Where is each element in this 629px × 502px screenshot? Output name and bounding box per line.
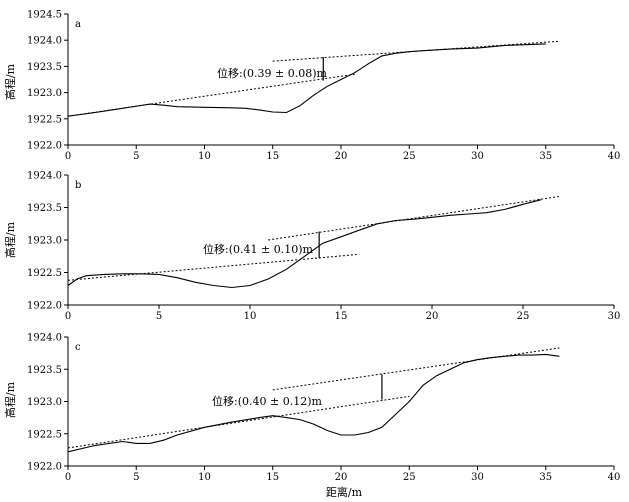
- panel-a-y-tick-label: 1922.5: [27, 114, 62, 125]
- panel-b-y-tick-label: 1922.5: [27, 268, 62, 279]
- panel-c-y-tick-label: 1923.0: [27, 397, 62, 408]
- panel-b-y-tick-label: 1923.0: [27, 236, 62, 247]
- panel-c-trend-line-2: [272, 347, 560, 391]
- panel-a-x-tick-label: 40: [608, 151, 621, 162]
- panel-a: a 高程/m 位移:(0.39 ± 0.08)m 0 5 10 15 20 25 30 35 4…: [3, 10, 620, 163]
- panel-c-y-tick-label: 1924.0: [27, 333, 62, 344]
- panel-a-y-tick-label: 1924.5: [27, 10, 62, 21]
- panel-b-x-tick-label: 5: [156, 311, 162, 322]
- panel-b-ylabel: 高程/m: [3, 221, 17, 258]
- panel-a-x-tick-label: 10: [198, 151, 211, 162]
- panel-c-x-tick-label: 30: [471, 472, 484, 483]
- panel-c-y-tick-label: 1923.5: [27, 365, 62, 376]
- panel-b-label: b: [75, 180, 81, 191]
- panel-a-y-tick-label: 1922.0: [27, 141, 62, 152]
- panel-b-profile-line: [67, 199, 542, 289]
- panel-b-x-tick-label: 15: [335, 311, 348, 322]
- panel-c-x-tick-label: 25: [403, 472, 416, 483]
- panel-c-trend-line-1: [67, 395, 410, 449]
- panel-c-label: c: [75, 342, 81, 353]
- panel-a-y-tick-label: 1924.0: [27, 36, 62, 47]
- panel-c-ylabel: 高程/m: [3, 381, 17, 418]
- panel-a-y-tick-label: 1923.5: [27, 62, 62, 73]
- panel-b-x-tick-label: 0: [65, 311, 71, 322]
- panel-c-y-tick-label: 1922.0: [27, 462, 62, 473]
- panel-c-profile-line: [67, 353, 560, 453]
- panel-a-profile-line: [67, 43, 546, 117]
- panel-a-x-tick-label: 25: [403, 151, 416, 162]
- panel-a-y-tick-label: 1923.0: [27, 88, 62, 99]
- panel-c-x-tick-label: 20: [335, 472, 348, 483]
- panel-c-x-tick-label: 0: [65, 472, 71, 483]
- panel-b-trend-line-1: [67, 253, 360, 281]
- panel-c-x-tick-label: 10: [198, 472, 211, 483]
- panel-b-y-tick-label: 1924.0: [27, 171, 62, 182]
- panel-c-xlabel: 距离/m: [326, 485, 363, 499]
- panel-c-y-tick-label: 1922.5: [27, 429, 62, 440]
- panel-a-x-tick-label: 15: [266, 151, 279, 162]
- panel-a-ylabel: 高程/m: [3, 63, 17, 100]
- panel-b-annotation: 位移:(0.41 ± 0.10)m: [203, 242, 313, 256]
- panel-b-y-tick-label: 1922.0: [27, 301, 62, 312]
- panel-c-x-tick-label: 15: [266, 472, 279, 483]
- panel-a-x-tick-label: 30: [471, 151, 484, 162]
- panel-a-label: a: [75, 19, 81, 30]
- panel-c-x-tick-label: 40: [608, 472, 621, 483]
- panel-b-trend-line-2: [268, 195, 560, 241]
- panel-a-x-tick-label: 20: [335, 151, 348, 162]
- panel-b: b 高程/m 位移:(0.41 ± 0.10)m 0 5 10 15 20 25 30 192…: [3, 171, 620, 323]
- panel-a-x-tick-label: 35: [539, 151, 552, 162]
- panel-b-x-tick-label: 25: [517, 311, 530, 322]
- panel-c-x-tick-label: 35: [539, 472, 552, 483]
- panel-b-x-tick-label: 20: [426, 311, 439, 322]
- panel-a-x-tick-label: 5: [133, 151, 139, 162]
- panel-b-x-tick-label: 30: [608, 311, 621, 322]
- panel-b-x-tick-label: 10: [244, 311, 257, 322]
- panel-a-annotation: 位移:(0.39 ± 0.08)m: [217, 66, 327, 80]
- panel-c-annotation: 位移:(0.40 ± 0.12)m: [212, 394, 322, 408]
- panel-c: c 高程/m 位移:(0.40 ± 0.12)m 距离/m 0 5 10 15 20 25…: [3, 333, 620, 500]
- panel-b-y-tick-label: 1923.5: [27, 203, 62, 214]
- panel-c-x-tick-label: 5: [133, 472, 139, 483]
- panel-a-x-tick-label: 0: [65, 151, 71, 162]
